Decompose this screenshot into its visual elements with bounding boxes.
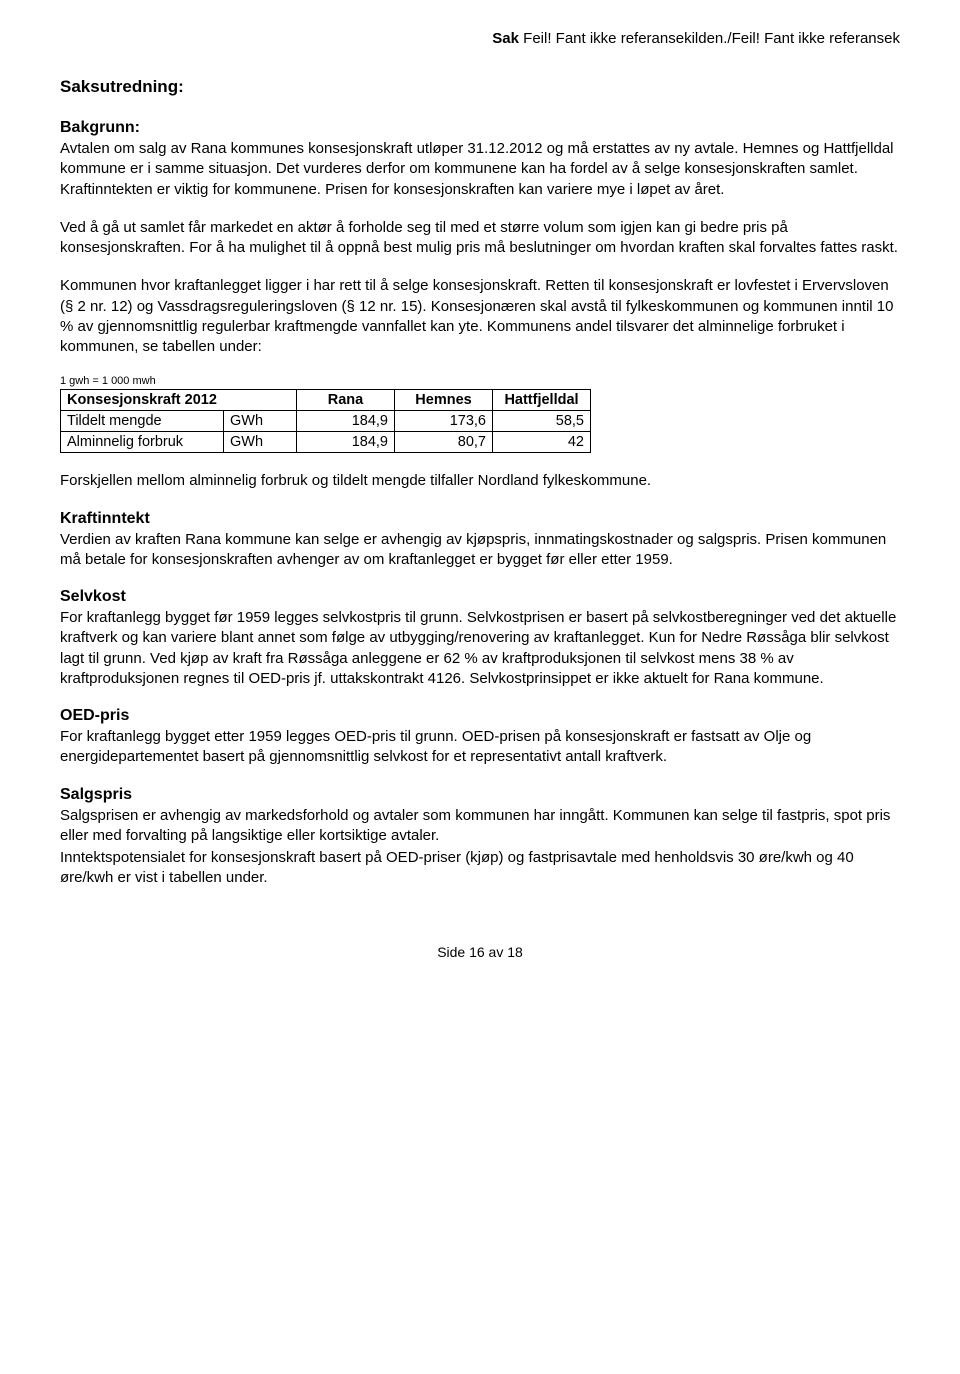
table-row-unit: GWh [224, 432, 297, 453]
section-heading-selvkost: Selvkost [60, 588, 900, 606]
section-heading-salgspris: Salgspris [60, 786, 900, 804]
sak-label: Sak [492, 30, 519, 47]
table-cell: 80,7 [395, 432, 493, 453]
table-row: Tildelt mengde GWh 184,9 173,6 58,5 [61, 411, 591, 432]
table-row-unit: GWh [224, 411, 297, 432]
document-title: Saksutredning: [60, 77, 900, 97]
table-cell: 58,5 [493, 411, 591, 432]
bakgrunn-paragraph-1: Avtalen om salg av Rana kommunes konsesj… [60, 139, 900, 200]
table-cell: 184,9 [297, 432, 395, 453]
table-cell: 42 [493, 432, 591, 453]
document-page: Sak Feil! Fant ikke referansekilden./Fei… [0, 0, 960, 990]
table-header-label: Konsesjonskraft 2012 [61, 390, 297, 411]
page-footer: Side 16 av 18 [60, 944, 900, 960]
table-header-row: Konsesjonskraft 2012 Rana Hemnes Hattfje… [61, 390, 591, 411]
selvkost-body: For kraftanlegg bygget før 1959 legges s… [60, 608, 900, 689]
table-col-hemnes: Hemnes [395, 390, 493, 411]
header-error-text: Feil! Fant ikke referansekilden./Feil! F… [519, 30, 900, 47]
section-heading-bakgrunn: Bakgrunn: [60, 119, 900, 137]
salgspris-paragraph-2: Inntektspotensialet for konsesjonskraft … [60, 848, 900, 889]
konsesjonskraft-table: Konsesjonskraft 2012 Rana Hemnes Hattfje… [60, 389, 591, 453]
salgspris-paragraph-1: Salgsprisen er avhengig av markedsforhol… [60, 806, 900, 847]
table-unit-note: 1 gwh = 1 000 mwh [60, 375, 900, 387]
bakgrunn-paragraph-3: Kommunen hvor kraftanlegget ligger i har… [60, 276, 900, 357]
section-heading-kraftinntekt: Kraftinntekt [60, 510, 900, 528]
page-header-error: Sak Feil! Fant ikke referansekilden./Fei… [60, 30, 900, 47]
after-table-paragraph: Forskjellen mellom alminnelig forbruk og… [60, 471, 900, 491]
table-row: Alminnelig forbruk GWh 184,9 80,7 42 [61, 432, 591, 453]
table-col-rana: Rana [297, 390, 395, 411]
kraftinntekt-body: Verdien av kraften Rana kommune kan selg… [60, 530, 900, 571]
table-row-label: Alminnelig forbruk [61, 432, 224, 453]
table-row-label: Tildelt mengde [61, 411, 224, 432]
table-col-hattfjelldal: Hattfjelldal [493, 390, 591, 411]
oed-body: For kraftanlegg bygget etter 1959 legges… [60, 727, 900, 768]
table-cell: 184,9 [297, 411, 395, 432]
bakgrunn-paragraph-2: Ved å gå ut samlet får markedet en aktør… [60, 218, 900, 259]
table-cell: 173,6 [395, 411, 493, 432]
section-heading-oed: OED-pris [60, 707, 900, 725]
